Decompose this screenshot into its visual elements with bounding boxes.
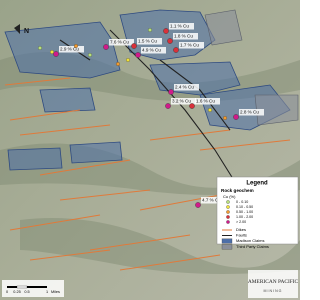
label-bg [109,39,134,46]
legend-unit: Cu (%) [223,194,236,199]
scale-bar: 0 0.25 0.5 1 Miles [2,280,64,297]
assay-label: 4.9 % Cu [142,48,161,53]
label-bg [195,98,220,105]
label-bg [59,46,84,53]
assay-label: 2.4 % Cu [175,85,194,90]
sample-dot [163,28,169,34]
logo-box [248,270,298,298]
assay-label: 2.8 % Cu [240,110,259,115]
sample-dot [131,43,137,49]
sample-dot [74,44,78,48]
logo: AMERICAN PACIFIC MINING [248,270,299,298]
logo-name: AMERICAN PACIFIC [248,279,299,285]
assay-label: 1.6 % Cu [196,99,215,104]
label-bg [169,23,194,30]
legend-label: > 2.00 [236,220,246,224]
legend-section: Rock geochem [221,188,254,193]
scale-bg [2,280,64,297]
legend-box [216,176,299,245]
legend-label: 0 - 0.10 [236,200,248,204]
scale-seg [27,286,47,288]
legend-dot [226,215,230,219]
sample-dot [88,53,92,57]
sample-dot [116,62,120,66]
label-bg [171,98,196,105]
sample-dot [126,58,130,62]
north-label: N [24,28,29,35]
third-party-claims [204,9,299,126]
legend-label: Third Party Claims [236,244,269,249]
scale-tick: 1 [46,290,48,294]
sample-dot [38,46,42,50]
legend-label: Faults [236,233,247,238]
label-bg [173,33,198,40]
sample-dot [135,52,141,58]
assay-label: 4.7 % Cu [202,198,221,203]
sample-dot [50,50,54,54]
assay-label: 3.2 % Cu [172,99,191,104]
assay-label: 7.6 % Cu [110,40,129,45]
map: N 1.1 % Cu 1.8 % Cu 7.6 % Cu 1.5 % Cu 1.7 % … [0,0,300,300]
scale-unit: Miles [51,290,60,294]
sample-dot [195,202,201,208]
legend-swatch [221,238,233,244]
legend-label: 1.00 - 2.00 [236,215,253,219]
sample-dot [168,89,174,95]
legend-swatch [221,244,233,250]
sample-dot [189,103,195,109]
scale-tick: 0 [6,290,8,294]
compass: N [14,24,29,35]
legend-label: Madison Claims [236,238,264,243]
legend-label: Dikes [236,227,246,232]
scale-tick: 0.25 [13,290,20,294]
assay-labels: 1.1 % Cu 1.8 % Cu 7.6 % Cu 1.5 % Cu 1.7 % Cu… [38,23,264,208]
legend-dot [226,220,230,224]
label-bg [201,197,226,204]
sample-dot [173,47,179,53]
label-bg [141,47,166,54]
logo-sub: MINING [264,289,283,293]
legend-dot [226,200,230,204]
scale-tick: 0.5 [24,290,29,294]
label-bg [137,38,162,45]
sample-dot [165,103,171,109]
label-bg [174,84,199,91]
legend-title: Legend [246,181,268,187]
sample-dot [208,108,212,112]
scale-seg [16,285,28,289]
sample-dot [148,28,152,32]
assay-label: 2.9 % Cu [60,47,79,52]
sample-dot [233,114,239,120]
assay-label: 1.1 % Cu [170,24,189,29]
legend-dot [226,210,230,214]
legend-label: 0.50 - 1.00 [236,210,253,214]
legend-dot [226,205,230,209]
scale-seg [7,286,17,288]
legend-label: 0.10 - 0.50 [236,205,253,209]
assay-label: 1.8 % Cu [174,34,193,39]
sample-dot [223,116,227,120]
sample-dot [103,44,109,50]
sample-dot [53,51,59,57]
assay-label: 1.7 % Cu [180,43,199,48]
label-bg [179,42,204,49]
assay-label: 1.5 % Cu [138,39,157,44]
sample-dot [167,38,173,44]
label-bg [239,109,264,116]
